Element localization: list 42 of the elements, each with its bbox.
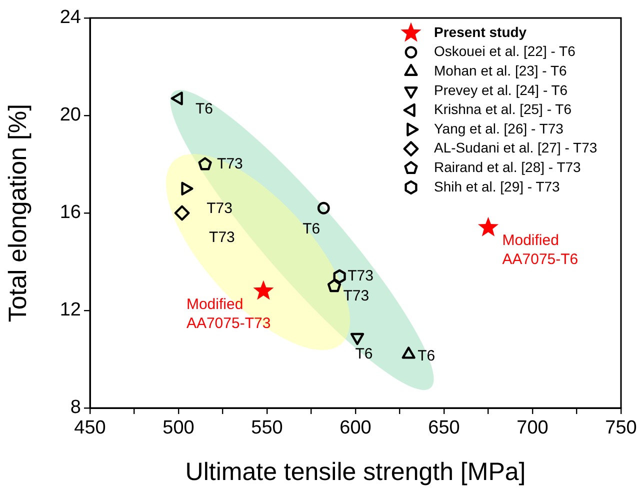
data-label: T73 [343, 287, 370, 304]
point [402, 346, 416, 359]
x-axis-title: Ultimate tensile strength [MPa] [185, 458, 526, 486]
legend-label: Yang et al. [26] - T73 [434, 120, 564, 136]
y-tick-label: 16 [60, 202, 81, 224]
legend-label: Prevey et al. [24] - T6 [434, 82, 568, 98]
legend-label: Present study [434, 24, 527, 40]
legend-label: AL-Sudani et al. [27] - T73 [434, 140, 598, 156]
data-label: T6 [302, 220, 320, 238]
point [478, 216, 499, 236]
legend-label: Rairand et al. [28] - T73 [434, 158, 582, 175]
point [253, 280, 274, 300]
y-tick-label: 12 [60, 300, 81, 321]
legend-label: Krishna et al. [25] - T6 [434, 101, 572, 118]
point [174, 205, 190, 221]
data-label: T6 [418, 348, 436, 365]
data-label: T6 [355, 345, 373, 362]
data-label: T6 [196, 100, 214, 118]
y-tick-label: 8 [70, 397, 81, 418]
legend-label: Oskouei et al. [22] - T6 [434, 43, 576, 60]
x-tick-label: 700 [516, 418, 548, 439]
data-label: T73 [209, 229, 235, 246]
x-tick-label: 750 [605, 418, 637, 439]
data-label: Modified AA7075-T73 [186, 296, 271, 332]
x-tick-label: 650 [428, 418, 460, 439]
x-tick-label: 450 [74, 418, 106, 439]
data-label: T73 [206, 200, 232, 217]
x-tick-label: 500 [162, 418, 194, 439]
legend-label: Mohan et al. [23] - T6 [434, 62, 568, 78]
point [333, 269, 346, 284]
x-tick-label: 550 [251, 418, 283, 439]
point [198, 157, 212, 170]
point [317, 202, 330, 214]
y-tick-label: 20 [60, 104, 81, 126]
data-label: T73 [217, 155, 243, 172]
legend-label: Shih et al. [29] - T73 [434, 178, 560, 194]
data-label: T73 [348, 268, 374, 285]
x-tick-label: 600 [340, 418, 372, 439]
point [327, 279, 342, 292]
y-tick-label: 24 [60, 7, 82, 28]
y-axis-title: Total elongation [%] [4, 104, 32, 322]
data-label: Modified AA7075-T6 [502, 232, 578, 268]
